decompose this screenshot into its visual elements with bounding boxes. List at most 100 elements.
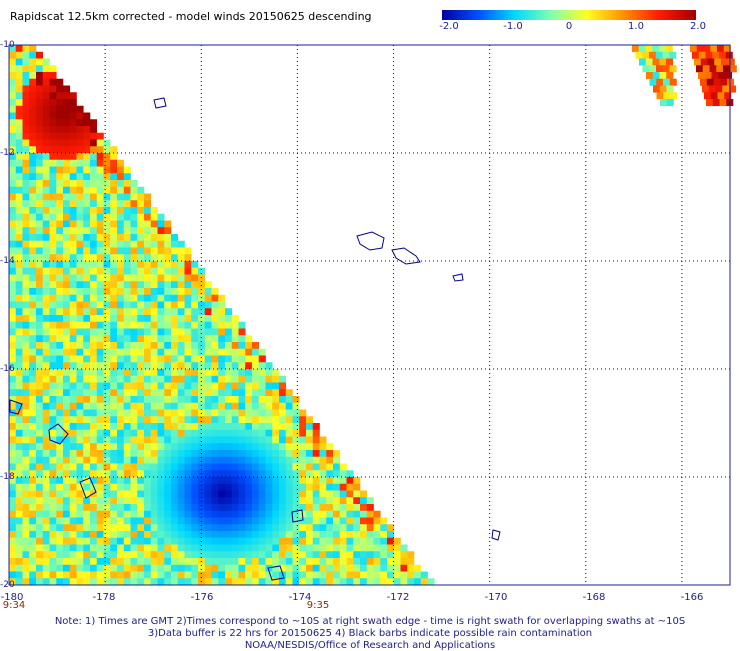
swath-cell <box>238 470 246 478</box>
swath-cell <box>218 382 226 390</box>
swath-cell <box>29 396 37 404</box>
swath-cell <box>83 281 91 289</box>
swath-cell <box>15 456 23 464</box>
swath-cell <box>326 578 334 586</box>
swath-cell <box>69 369 77 377</box>
swath-cell <box>718 72 726 80</box>
swath-cell <box>729 85 737 93</box>
swath-cell <box>56 186 64 194</box>
swath-cell <box>15 85 23 93</box>
swath-cell <box>211 389 219 397</box>
swath-cell <box>353 490 361 498</box>
swath-cell <box>258 396 266 404</box>
swath-cell <box>42 58 50 66</box>
swath-cell <box>272 517 280 525</box>
swath-cell <box>123 551 131 559</box>
swath-cell <box>96 193 104 201</box>
swath-cell <box>258 429 266 437</box>
note-line-3: NOAA/NESDIS/Office of Research and Appli… <box>244 640 496 651</box>
swath-cell <box>69 348 77 356</box>
swath-cell <box>211 578 219 586</box>
swath-cell <box>56 409 64 417</box>
swath-cell <box>9 436 17 444</box>
swath-cell <box>29 186 37 194</box>
swath-cell <box>258 382 266 390</box>
swath-cell <box>96 207 104 215</box>
swath-cell <box>211 416 219 424</box>
swath-cell <box>144 551 152 559</box>
swath-cell <box>56 99 64 107</box>
swath-cell <box>22 288 30 296</box>
swath-cell <box>103 213 111 221</box>
swath-cell <box>265 382 273 390</box>
swath-cell <box>669 51 677 59</box>
swath-cell <box>656 78 664 86</box>
swath-cell <box>96 524 104 532</box>
swath-cell <box>96 146 104 154</box>
swath-cell <box>49 389 57 397</box>
swath-cell <box>130 558 138 566</box>
swath-cell <box>265 483 273 491</box>
swath-cell <box>22 234 30 242</box>
swath-cell <box>306 571 314 579</box>
swath-cell <box>285 571 293 579</box>
swath-cell <box>184 544 192 552</box>
swath-cell <box>90 456 98 464</box>
swath-cell <box>339 551 347 559</box>
swath-cell <box>346 558 354 566</box>
swath-cell <box>110 510 118 518</box>
swath-cell <box>666 85 674 93</box>
swath-cell <box>137 315 145 323</box>
swath-cell <box>333 531 341 539</box>
swath-cell <box>326 571 334 579</box>
swath-cell <box>76 578 84 586</box>
swath-cell <box>69 558 77 566</box>
swath-cell <box>63 227 71 235</box>
swath-cell <box>117 544 125 552</box>
swath-cell <box>22 78 30 86</box>
swath-cell <box>407 578 415 586</box>
swath-cell <box>231 348 239 356</box>
swath-cell <box>110 571 118 579</box>
swath-cell <box>110 261 118 269</box>
swath-cell <box>279 578 287 586</box>
swath-cell <box>123 240 131 248</box>
swath-cell <box>326 497 334 505</box>
swath-cell <box>211 429 219 437</box>
swath-cell <box>312 456 320 464</box>
swath-cell <box>665 45 673 53</box>
swath-cell <box>83 504 91 512</box>
swath-cell <box>238 348 246 356</box>
swath-cell <box>659 45 667 53</box>
swath-cell <box>191 456 199 464</box>
swath-cell <box>22 571 30 579</box>
swath-cell <box>29 321 37 329</box>
swath-cell <box>150 213 158 221</box>
swath-cell <box>211 375 219 383</box>
swath-cell <box>204 396 212 404</box>
swath-cell <box>171 551 179 559</box>
swath-cell <box>69 436 77 444</box>
swath-cell <box>36 375 44 383</box>
swath-cell <box>144 227 152 235</box>
swath-cell <box>144 254 152 262</box>
swath-cell <box>63 126 71 134</box>
swath-cell <box>184 335 192 343</box>
swath-cell <box>110 490 118 498</box>
swath-cell <box>319 537 327 545</box>
swath-cell <box>137 369 145 377</box>
swath-cell <box>712 99 720 107</box>
swath-cell <box>272 375 280 383</box>
swath-cell <box>63 369 71 377</box>
swath-cell <box>713 78 721 86</box>
swath-cell <box>184 321 192 329</box>
swath-cell <box>292 450 300 458</box>
swath-cell <box>360 490 368 498</box>
swath-cell <box>90 551 98 559</box>
swath-cell <box>191 409 199 417</box>
swath-cell <box>299 409 307 417</box>
swath-cell <box>333 504 341 512</box>
swath-cell <box>184 402 192 410</box>
swath-cell <box>83 463 91 471</box>
swath-cell <box>164 436 172 444</box>
